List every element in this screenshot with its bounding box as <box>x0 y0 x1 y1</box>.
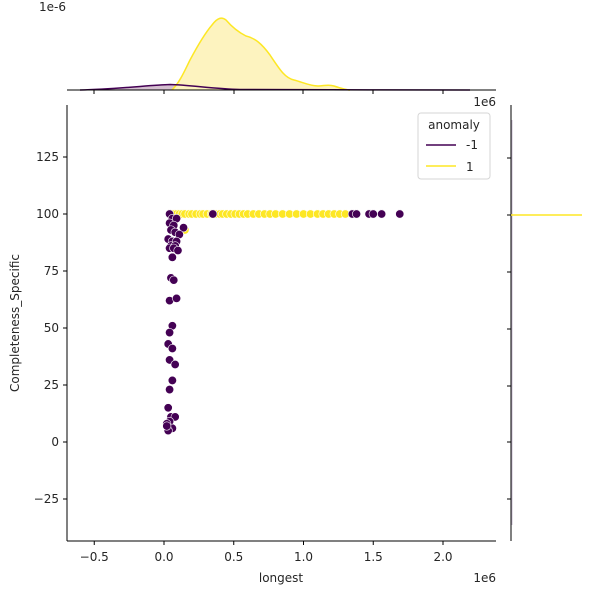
y-axis-label: Completeness_Specific <box>8 254 22 392</box>
marginal-y-ticks <box>507 157 511 500</box>
y-tick-label: 125 <box>36 150 59 164</box>
scatter-point-anomaly-minus1 <box>172 293 182 303</box>
legend-label-1: 1 <box>466 160 474 174</box>
y-tick-label: 75 <box>44 264 59 278</box>
y-tick-label: 0 <box>51 435 59 449</box>
kde-anomaly-1-line <box>171 17 351 91</box>
marginal-x-ticks <box>93 90 444 94</box>
kde-anomaly-1-fill <box>172 18 350 90</box>
x-tick-label: −0.5 <box>80 550 109 564</box>
x-tick-label: 1.0 <box>294 550 313 564</box>
scatter-point-anomaly-minus1 <box>173 245 183 255</box>
scatter-points <box>162 209 405 436</box>
scatter-point-anomaly-minus1 <box>162 421 172 431</box>
legend-title: anomaly <box>428 118 480 132</box>
legend-box <box>417 112 491 180</box>
scatter-point-anomaly-minus1 <box>169 275 179 285</box>
y-ticks: 125 100 75 50 25 0 −25 <box>34 150 67 506</box>
marginal-y-scale-text: 1e-6 <box>39 0 66 14</box>
scatter-point-anomaly-minus1 <box>170 359 180 369</box>
x-tick-label: 0.5 <box>224 550 243 564</box>
scatter-point-anomaly-minus1 <box>395 209 405 219</box>
scatter-point-anomaly-minus1 <box>352 209 362 219</box>
scatter-point-anomaly-minus1 <box>167 252 177 262</box>
x-tick-label: 2.0 <box>433 550 452 564</box>
marginal-x-kde: 1e-6 1e6 <box>39 0 496 109</box>
legend-label-minus1: -1 <box>466 138 478 152</box>
scatter-point-anomaly-minus1 <box>165 385 175 395</box>
x-axis-label: longest <box>259 571 304 585</box>
x-tick-label: 0.0 <box>154 550 173 564</box>
y-tick-label: 100 <box>36 207 59 221</box>
scatter-point-anomaly-minus1 <box>163 403 173 413</box>
x-offset-text: 1e6 <box>473 571 496 585</box>
x-tick-label: 1.5 <box>364 550 383 564</box>
x-ticks: −0.5 0.0 0.5 1.0 1.5 2.0 <box>80 541 453 564</box>
scatter-point-anomaly-minus1 <box>179 223 189 233</box>
scatter-point-anomaly-minus1 <box>208 209 218 219</box>
marginal-y-kde <box>507 105 582 541</box>
scatter-point-anomaly-minus1 <box>167 375 177 385</box>
scatter-point-anomaly-minus1 <box>377 209 387 219</box>
scatter-point-anomaly-minus1 <box>165 328 175 338</box>
y-tick-label: 25 <box>44 378 59 392</box>
legend: anomaly -1 1 <box>417 112 491 180</box>
main-axes: 125 100 75 50 25 0 −25 −0.5 0.0 0.5 1.0 1.5 2.0 Com… <box>8 105 496 585</box>
scatter-point-anomaly-minus1 <box>368 209 378 219</box>
y-tick-label: 50 <box>44 321 59 335</box>
marginal-x-offset-text: 1e6 <box>473 95 496 109</box>
y-tick-label: −25 <box>34 492 59 506</box>
scatter-point-anomaly-minus1 <box>167 344 177 354</box>
